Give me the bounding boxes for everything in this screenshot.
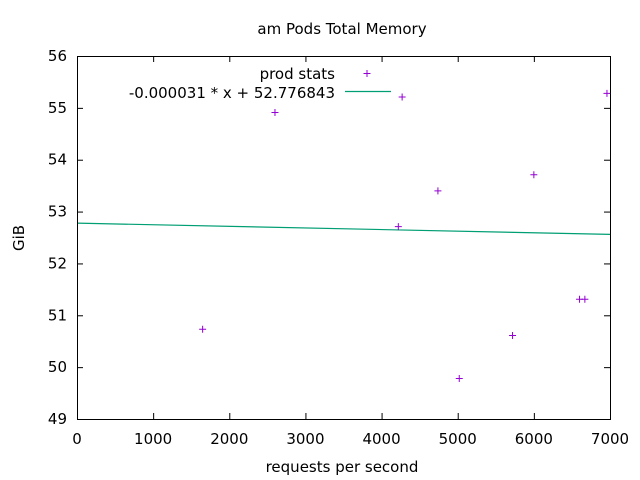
x-axis-label: requests per second xyxy=(266,458,419,476)
y-tick-label: 52 xyxy=(48,254,67,272)
y-axis-label: GiB xyxy=(10,225,28,251)
chart-title: am Pods Total Memory xyxy=(257,20,426,38)
y-tick-label: 50 xyxy=(48,358,67,376)
y-tick-label: 49 xyxy=(48,410,67,428)
x-tick-label: 4000 xyxy=(362,430,400,448)
y-tick-label: 51 xyxy=(48,306,67,324)
data-point xyxy=(581,295,589,303)
x-tick-label: 0 xyxy=(72,430,82,448)
plot-frame xyxy=(77,56,611,420)
y-tick-label: 54 xyxy=(48,151,67,169)
data-point xyxy=(271,109,279,117)
y-tick-label: 56 xyxy=(48,47,67,65)
x-tick-label: 6000 xyxy=(515,430,553,448)
x-tick-label: 1000 xyxy=(134,430,172,448)
axis-ticks: 0 1000 2000 3000 4000 5000 6000 7000 49 50 51 52 53 5… xyxy=(48,47,629,448)
y-tick-label: 53 xyxy=(48,203,67,221)
x-tick-label: 5000 xyxy=(439,430,477,448)
data-point xyxy=(509,332,517,340)
y-tick-label: 55 xyxy=(48,99,67,117)
x-tick-label: 7000 xyxy=(591,430,629,448)
data-point xyxy=(398,93,406,101)
legend-marker-points xyxy=(363,70,371,77)
data-point xyxy=(530,171,538,179)
plot-series xyxy=(76,89,611,383)
legend-label-fit: -0.000031 * x + 52.776843 xyxy=(129,84,335,102)
legend-label-points: prod stats xyxy=(260,65,336,83)
data-point xyxy=(199,325,207,333)
data-point xyxy=(455,375,463,383)
legend: prod stats -0.000031 * x + 52.776843 xyxy=(129,65,391,102)
data-point xyxy=(603,89,611,97)
data-point xyxy=(394,223,402,231)
fit-line xyxy=(76,222,611,235)
x-tick-label: 2000 xyxy=(210,430,248,448)
x-tick-label: 3000 xyxy=(286,430,324,448)
data-point xyxy=(434,187,442,195)
